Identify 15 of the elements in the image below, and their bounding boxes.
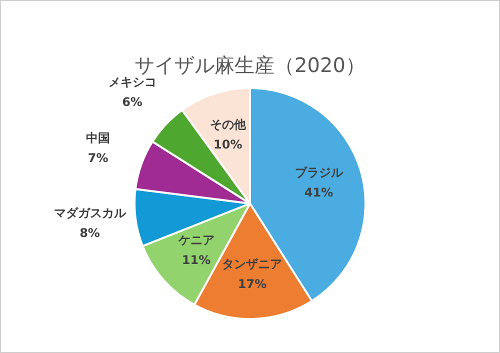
data-label: 10% bbox=[214, 138, 242, 152]
slice-label: タンザニア bbox=[222, 257, 282, 272]
data-label: 7% bbox=[88, 150, 108, 165]
data-label: 6% bbox=[122, 95, 142, 110]
slice-label: 中国 bbox=[86, 130, 110, 145]
chart-title: サイザル麻生産（2020） bbox=[134, 53, 366, 78]
slice-label: その他 bbox=[210, 118, 247, 132]
slice-label: メキシコ bbox=[108, 75, 156, 90]
slice-label: マダガスカル bbox=[54, 206, 127, 220]
data-label: 41% bbox=[304, 186, 334, 200]
slice-label: ブラジル bbox=[294, 166, 344, 180]
slice-label: ケニア bbox=[177, 232, 214, 247]
data-label: 17% bbox=[238, 277, 267, 292]
data-label: 11% bbox=[182, 252, 211, 267]
data-label: 8% bbox=[80, 226, 100, 240]
